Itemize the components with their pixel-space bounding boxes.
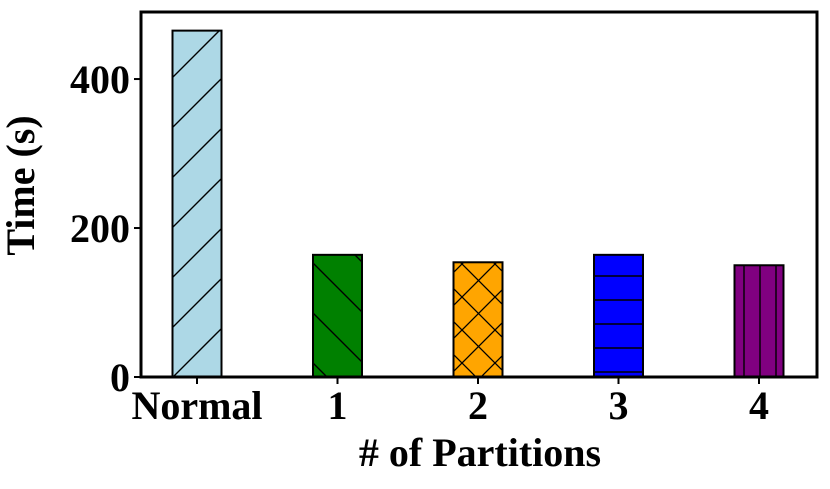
bar-hatch-2 xyxy=(452,261,504,378)
bar-hatch-3 xyxy=(593,253,644,378)
plot-frame xyxy=(139,10,819,379)
y-axis-label: Time (s) xyxy=(0,115,43,255)
x-tick-label: 3 xyxy=(609,383,629,428)
x-axis-ticks: Normal 1 2 3 4 xyxy=(131,377,769,428)
bar-hatch-1 xyxy=(312,253,363,378)
x-tick-label: 4 xyxy=(749,383,769,428)
y-tick-label: 200 xyxy=(70,206,130,251)
bars-group xyxy=(171,29,785,379)
y-tick-label: 0 xyxy=(110,355,130,400)
x-tick-label: 1 xyxy=(328,383,348,428)
x-tick-label: Normal xyxy=(131,383,262,428)
y-axis-ticks: 0 200 400 xyxy=(70,57,141,400)
y-tick-label: 400 xyxy=(70,57,130,102)
bar-hatch-normal xyxy=(171,29,223,379)
x-axis-label: # of Partitions xyxy=(359,430,601,475)
bar-hatch-4 xyxy=(733,264,785,379)
x-tick-label: 2 xyxy=(468,383,488,428)
